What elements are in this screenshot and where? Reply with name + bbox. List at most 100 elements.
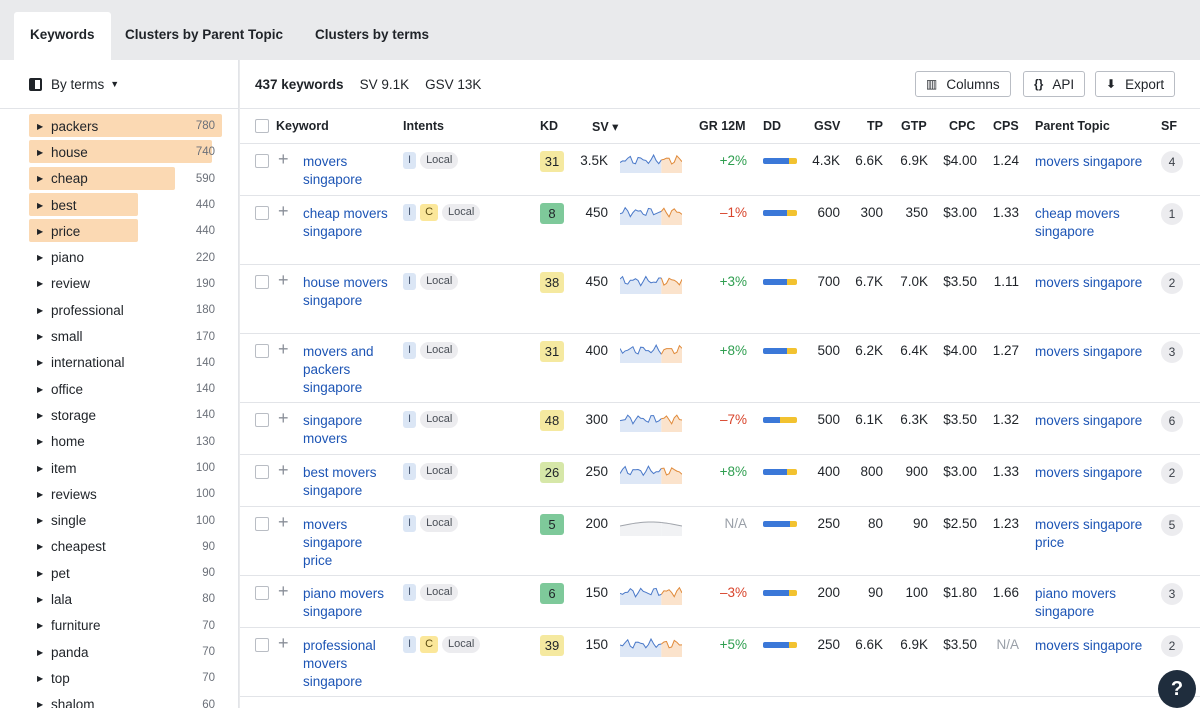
term-item[interactable]: ▶ furniture 70 xyxy=(29,613,225,639)
expand-arrow-icon[interactable]: ▶ xyxy=(37,279,44,289)
expand-arrow-icon[interactable]: ▶ xyxy=(37,437,44,447)
parent-topic-link[interactable]: movers singapore xyxy=(1035,638,1143,653)
expand-arrow-icon[interactable]: ▶ xyxy=(37,594,44,604)
expand-arrow-icon[interactable]: ▶ xyxy=(37,410,44,420)
term-item[interactable]: ▶ international 140 xyxy=(29,350,225,376)
expand-arrow-icon[interactable]: ▶ xyxy=(37,358,44,368)
col-parent-topic[interactable]: Parent Topic xyxy=(1035,119,1110,133)
serp-features-badge[interactable]: 3 xyxy=(1161,341,1183,363)
serp-features-badge[interactable]: 4 xyxy=(1161,151,1183,173)
keyword-link[interactable]: cheap movers singapore xyxy=(303,206,388,239)
keyword-link[interactable]: movers singapore xyxy=(303,154,363,187)
term-item[interactable]: ▶ item 100 xyxy=(29,455,225,481)
col-gr12m[interactable]: GR 12M xyxy=(699,119,746,133)
row-checkbox[interactable] xyxy=(255,275,269,289)
row-checkbox[interactable] xyxy=(255,154,269,168)
keyword-link[interactable]: piano movers singapore xyxy=(303,586,385,619)
parent-topic-link[interactable]: movers singapore price xyxy=(1035,517,1143,550)
term-item[interactable]: ▶ best 440 xyxy=(29,192,225,218)
expand-arrow-icon[interactable]: ▶ xyxy=(37,516,44,526)
keyword-link[interactable]: movers and packers singapore xyxy=(303,344,374,395)
expand-arrow-icon[interactable]: ▶ xyxy=(37,332,44,342)
help-button[interactable]: ? xyxy=(1158,670,1196,708)
term-item[interactable]: ▶ piano 220 xyxy=(29,244,225,270)
parent-topic-link[interactable]: piano movers singapore xyxy=(1035,586,1117,619)
expand-arrow-icon[interactable]: ▶ xyxy=(37,489,44,499)
row-checkbox[interactable] xyxy=(255,413,269,427)
serp-features-badge[interactable]: 2 xyxy=(1161,272,1183,294)
add-to-list-icon[interactable]: + xyxy=(278,149,289,169)
col-gsv[interactable]: GSV xyxy=(814,119,841,133)
add-to-list-icon[interactable]: + xyxy=(278,408,289,428)
col-keyword[interactable]: Keyword xyxy=(276,119,329,133)
term-item[interactable]: ▶ reviews 100 xyxy=(29,481,225,507)
expand-arrow-icon[interactable]: ▶ xyxy=(37,700,44,708)
tab-clusters-parent-topic[interactable]: Clusters by Parent Topic xyxy=(125,27,284,42)
expand-arrow-icon[interactable]: ▶ xyxy=(37,147,44,157)
expand-arrow-icon[interactable]: ▶ xyxy=(37,542,44,552)
parent-topic-link[interactable]: cheap movers singapore xyxy=(1035,206,1120,239)
term-item[interactable]: ▶ cheapest 90 xyxy=(29,534,225,560)
add-to-list-icon[interactable]: + xyxy=(278,339,289,359)
add-to-list-icon[interactable]: + xyxy=(278,633,289,653)
term-item[interactable]: ▶ pet 90 xyxy=(29,560,225,586)
serp-features-badge[interactable]: 6 xyxy=(1161,410,1183,432)
serp-features-badge[interactable]: 2 xyxy=(1161,462,1183,484)
term-item[interactable]: ▶ office 140 xyxy=(29,376,225,402)
term-item[interactable]: ▶ top 70 xyxy=(29,665,225,691)
term-item[interactable]: ▶ packers 780 xyxy=(29,113,225,139)
term-item[interactable]: ▶ single 100 xyxy=(29,507,225,533)
terms-mode-selector[interactable]: By terms ▼ xyxy=(0,60,238,109)
term-item[interactable]: ▶ home 130 xyxy=(29,429,225,455)
term-item[interactable]: ▶ professional 180 xyxy=(29,297,225,323)
keyword-link[interactable]: best movers singapore xyxy=(303,465,377,498)
expand-arrow-icon[interactable]: ▶ xyxy=(37,621,44,631)
keyword-link[interactable]: house movers singapore xyxy=(303,275,388,308)
term-item[interactable]: ▶ panda 70 xyxy=(29,639,225,665)
row-checkbox[interactable] xyxy=(255,638,269,652)
columns-button[interactable]: ▥ Columns xyxy=(915,71,1011,97)
serp-features-badge[interactable]: 5 xyxy=(1161,514,1183,536)
serp-features-badge[interactable]: 2 xyxy=(1161,635,1183,657)
add-to-list-icon[interactable]: + xyxy=(278,460,289,480)
term-item[interactable]: ▶ cheap 590 xyxy=(29,166,225,192)
expand-arrow-icon[interactable]: ▶ xyxy=(37,200,44,210)
term-item[interactable]: ▶ storage 140 xyxy=(29,402,225,428)
row-checkbox[interactable] xyxy=(255,465,269,479)
col-intents[interactable]: Intents xyxy=(403,119,444,133)
export-button[interactable]: ⬇ Export xyxy=(1095,71,1176,97)
add-to-list-icon[interactable]: + xyxy=(278,201,289,221)
expand-arrow-icon[interactable]: ▶ xyxy=(37,121,44,131)
add-to-list-icon[interactable]: + xyxy=(278,581,289,601)
keyword-link[interactable]: professional movers singapore xyxy=(303,638,376,689)
col-sf[interactable]: SF xyxy=(1161,119,1177,133)
col-dd[interactable]: DD xyxy=(763,119,782,133)
expand-arrow-icon[interactable]: ▶ xyxy=(37,226,44,236)
serp-features-badge[interactable]: 3 xyxy=(1161,583,1183,605)
keyword-link[interactable]: singapore movers xyxy=(303,413,363,446)
add-to-list-icon[interactable]: + xyxy=(278,512,289,532)
term-item[interactable]: ▶ review 190 xyxy=(29,271,225,297)
parent-topic-link[interactable]: movers singapore xyxy=(1035,413,1143,428)
serp-features-badge[interactable]: 1 xyxy=(1161,203,1183,225)
row-checkbox[interactable] xyxy=(255,206,269,220)
keyword-link[interactable]: movers singapore price xyxy=(303,517,363,568)
expand-arrow-icon[interactable]: ▶ xyxy=(37,305,44,315)
col-kd[interactable]: KD xyxy=(540,119,559,133)
parent-topic-link[interactable]: movers singapore xyxy=(1035,344,1143,359)
expand-arrow-icon[interactable]: ▶ xyxy=(37,647,44,657)
term-item[interactable]: ▶ price 440 xyxy=(29,218,225,244)
expand-arrow-icon[interactable]: ▶ xyxy=(37,568,44,578)
term-item[interactable]: ▶ small 170 xyxy=(29,323,225,349)
expand-arrow-icon[interactable]: ▶ xyxy=(37,384,44,394)
tab-keywords[interactable]: Keywords xyxy=(14,12,111,60)
col-tp[interactable]: TP xyxy=(867,119,883,133)
parent-topic-link[interactable]: movers singapore xyxy=(1035,275,1143,290)
term-item[interactable]: ▶ shalom 60 xyxy=(29,692,225,708)
term-item[interactable]: ▶ house 740 xyxy=(29,139,225,165)
row-checkbox[interactable] xyxy=(255,586,269,600)
col-gtp[interactable]: GTP xyxy=(901,119,927,133)
select-all-checkbox[interactable] xyxy=(255,119,269,133)
parent-topic-link[interactable]: movers singapore xyxy=(1035,465,1143,480)
col-sv[interactable]: SV ▾ xyxy=(592,120,619,134)
